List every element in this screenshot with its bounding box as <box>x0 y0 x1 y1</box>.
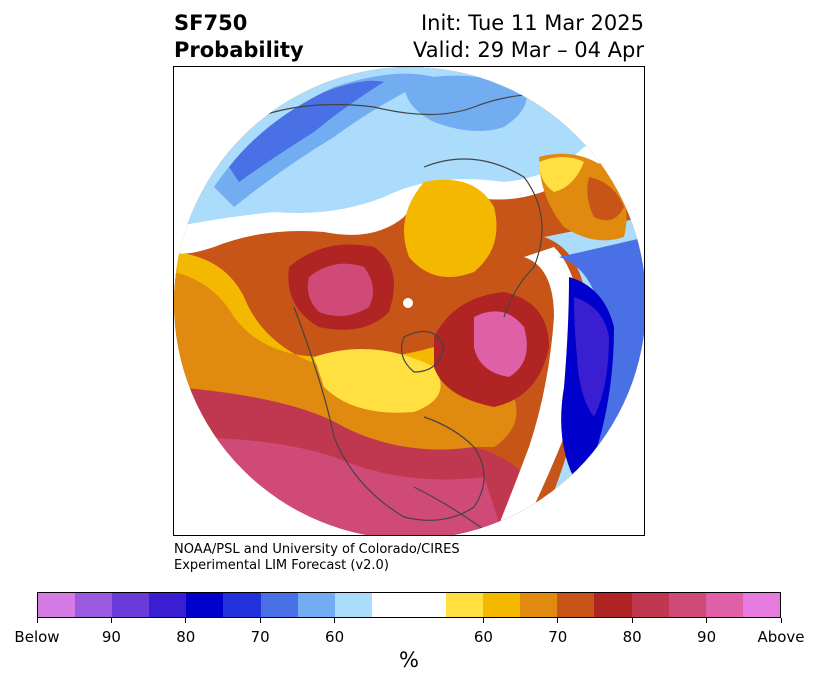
colorbar-tick-label: 80 <box>622 628 642 646</box>
north-pole-marker <box>403 298 413 308</box>
east-pink-core <box>474 311 527 377</box>
colorbar-segment <box>705 593 743 617</box>
colorbar-tick-mark <box>557 618 559 623</box>
init-date: Init: Tue 11 Mar 2025 <box>420 11 644 35</box>
colorbar-segment <box>149 593 187 617</box>
northeast-yellow <box>539 157 584 192</box>
colorbar-tick-mark <box>482 618 484 623</box>
colorbar-segment <box>260 593 298 617</box>
colorbar-segment <box>223 593 261 617</box>
northwest-pink-core <box>307 263 373 316</box>
northeast-red <box>587 177 624 221</box>
variable-name: SF750 <box>174 11 248 35</box>
colorbar-segment <box>668 593 706 617</box>
colorbar-unit: % <box>399 648 419 672</box>
central-light-yellow <box>314 349 441 413</box>
colorbar-tick-mark <box>334 618 336 623</box>
map-title: SF750 Probability <box>174 10 304 64</box>
colorbar-segment <box>408 593 447 617</box>
north-blue-center <box>229 80 384 182</box>
credit-line-2: Experimental LIM Forecast (v2.0) <box>174 558 389 573</box>
forecast-dates: Init: Tue 11 Mar 2025 Valid: 29 Mar – 04… <box>413 10 644 64</box>
colorbar-segment <box>557 593 595 617</box>
probability-map <box>174 67 644 535</box>
colorbar-segment <box>483 593 521 617</box>
east-white-band <box>494 247 579 535</box>
colorbar-tick-mark <box>631 618 633 623</box>
north-blue-core <box>214 73 434 208</box>
colorbar-segment <box>742 593 780 617</box>
field-name: Probability <box>174 38 304 62</box>
central-yellow <box>404 179 497 277</box>
colorbar-segment <box>297 593 335 617</box>
colorbar-tick-label: 70 <box>548 628 568 646</box>
east-violet-core <box>574 297 609 417</box>
colorbar-segment <box>38 593 76 617</box>
colorbar-tick-label: 80 <box>176 628 196 646</box>
colorbar-tick-label: Above <box>757 628 805 646</box>
colorbar-tick-mark <box>36 618 38 623</box>
colorbar-tick-mark <box>185 618 187 623</box>
colorbar-tick-mark <box>259 618 261 623</box>
colorbar-tick-mark <box>706 618 708 623</box>
colorbar-tick-label: 70 <box>250 628 270 646</box>
colorbar-segment <box>446 593 484 617</box>
colorbar-tick-label: 60 <box>325 628 345 646</box>
colorbar-tick-label: Below <box>14 628 60 646</box>
colorbar-segment <box>520 593 558 617</box>
colorbar-tick-mark <box>110 618 112 623</box>
colorbar-tick-mark <box>780 618 782 623</box>
colorbar-segment <box>112 593 150 617</box>
map-panel <box>173 66 645 536</box>
colorbar-segment <box>631 593 669 617</box>
coastline-north-america <box>293 306 485 521</box>
colorbar <box>37 592 781 618</box>
colorbar-segment <box>594 593 632 617</box>
north-light-blue-lobe <box>404 75 527 131</box>
colorbar-segment <box>75 593 113 617</box>
coastline-europe <box>423 158 543 318</box>
colorbar-tick-label: 90 <box>101 628 121 646</box>
credit-line-1: NOAA/PSL and University of Colorado/CIRE… <box>174 542 460 557</box>
valid-period: Valid: 29 Mar – 04 Apr <box>413 38 644 62</box>
colorbar-segment <box>371 593 409 617</box>
colorbar-tick-label: 90 <box>697 628 717 646</box>
credit-text: NOAA/PSL and University of Colorado/CIRE… <box>174 542 460 574</box>
north-white-band <box>174 127 644 254</box>
colorbar-tick-label: 60 <box>473 628 493 646</box>
colorbar-segment <box>186 593 224 617</box>
colorbar-segment <box>334 593 372 617</box>
coastline-greenland <box>401 330 445 373</box>
